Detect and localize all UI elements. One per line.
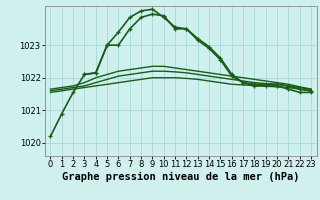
X-axis label: Graphe pression niveau de la mer (hPa): Graphe pression niveau de la mer (hPa) — [62, 172, 300, 182]
